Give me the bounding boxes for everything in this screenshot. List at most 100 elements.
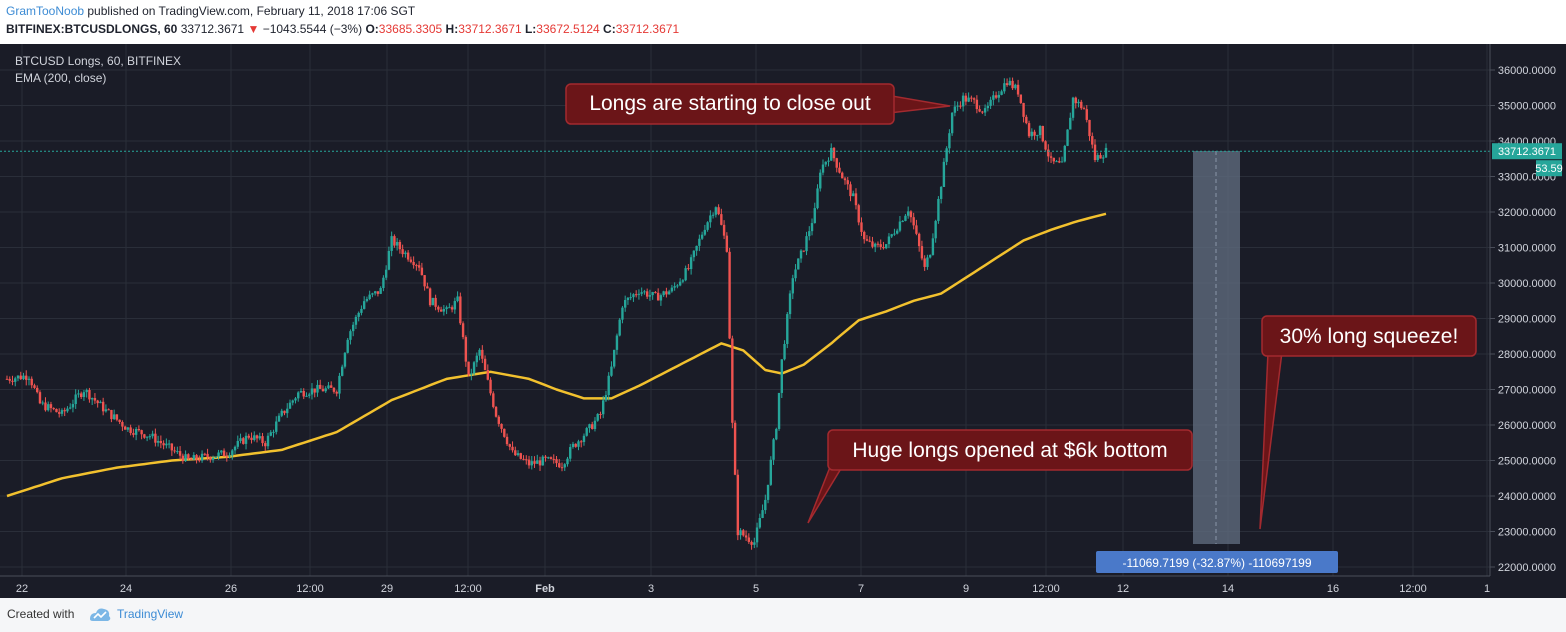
candle-body — [879, 244, 882, 247]
candle-body — [552, 458, 555, 460]
candle-body — [302, 390, 305, 397]
candle-body — [626, 297, 630, 301]
candle-body — [1069, 117, 1072, 130]
down-arrow-icon: ▼ — [247, 22, 260, 36]
candle-body — [1014, 84, 1017, 89]
candle-body — [478, 349, 481, 356]
candle-body — [406, 252, 410, 260]
measure-label-box — [1096, 551, 1338, 573]
time-axis[interactable] — [0, 576, 1566, 598]
candle-body — [536, 460, 539, 464]
callout-squeeze-text: 30% long squeeze! — [1280, 325, 1459, 348]
candle-body — [68, 407, 72, 409]
candle-body — [939, 186, 943, 199]
candle-body — [178, 451, 182, 456]
series-legend[interactable]: BTCUSD Longs, 60, BITFINEX — [15, 54, 181, 68]
candles — [5, 77, 1108, 550]
candle-body — [695, 245, 698, 251]
candle-body — [365, 299, 369, 302]
candle-body — [198, 459, 201, 461]
candle-body — [1071, 97, 1075, 118]
indicator-legend[interactable]: EMA (200, close) — [15, 71, 106, 85]
candle-body — [66, 408, 69, 412]
candle-body — [1047, 149, 1050, 157]
candle-body — [917, 233, 921, 247]
candle-body — [942, 161, 946, 187]
candle-body — [665, 291, 668, 295]
candle-body — [472, 362, 476, 374]
price-chart[interactable]: -11069.7199 (-32.87%) -110697199 Longs a… — [0, 44, 1566, 598]
candle-body — [44, 402, 47, 411]
y-tick-label: 26000.0000 — [1498, 420, 1556, 432]
callout-close-out[interactable]: Longs are starting to close out — [565, 83, 951, 125]
callout-huge-longs[interactable]: Huge longs opened at $6k bottom — [807, 429, 1193, 524]
candle-body — [104, 409, 108, 412]
candle-body — [167, 443, 171, 445]
candle-body — [316, 384, 319, 393]
candle-body — [220, 450, 223, 453]
x-tick-label: 12 — [1117, 583, 1129, 595]
candle-body — [47, 404, 50, 411]
candle-body — [514, 450, 517, 456]
candle-body — [107, 409, 110, 411]
candle-body — [667, 291, 671, 295]
candle-body — [766, 484, 770, 500]
candle-body — [398, 241, 402, 250]
candle-body — [244, 435, 248, 444]
candle-body — [181, 455, 185, 462]
y-tick-label: 23000.0000 — [1498, 527, 1556, 539]
candle-body — [923, 258, 926, 267]
candle-body — [1058, 161, 1061, 163]
candle-body — [159, 440, 163, 444]
price-axis[interactable] — [1490, 44, 1566, 576]
candle-body — [176, 451, 179, 453]
candle-body — [264, 443, 267, 447]
candle-body — [453, 301, 457, 310]
candle-body — [283, 410, 286, 414]
chart-area[interactable]: -11069.7199 (-32.87%) -110697199 Longs a… — [0, 44, 1566, 598]
candle-body — [41, 402, 44, 404]
candle-body — [571, 443, 575, 448]
candle-body — [983, 108, 987, 113]
candle-body — [308, 394, 311, 396]
candle-body — [286, 408, 289, 414]
high-label: H: — [445, 22, 459, 36]
ohlc-line: BITFINEX:BTCUSDLONGS, 60 33712.3671 ▼ −1… — [6, 22, 679, 36]
candle-body — [538, 460, 542, 466]
candle-body — [376, 291, 380, 294]
candle-body — [643, 291, 646, 293]
y-axis-ticks: 36000.000035000.000034000.000033000.0000… — [1490, 65, 1556, 574]
candle-body — [909, 211, 913, 218]
candle-body — [585, 428, 588, 436]
candle-body — [676, 285, 679, 287]
callout-squeeze[interactable]: 30% long squeeze! — [1259, 315, 1477, 530]
candle-body — [623, 300, 627, 308]
candle-body — [475, 355, 479, 363]
candle-body — [384, 269, 388, 278]
candle-body — [777, 392, 781, 429]
candle-body — [555, 459, 558, 464]
candle-body — [417, 265, 421, 268]
y-tick-label: 22000.0000 — [1498, 562, 1556, 574]
candle-body — [448, 307, 451, 309]
candle-body — [1099, 155, 1102, 159]
candle-body — [324, 388, 327, 392]
close-value: 33712.3671 — [615, 22, 680, 36]
candle-body — [30, 378, 33, 386]
candle-body — [753, 542, 756, 545]
author-link[interactable]: GramTooNoob — [6, 4, 85, 18]
tradingview-brand-link[interactable]: TradingView — [117, 607, 184, 621]
candle-body — [255, 435, 259, 439]
callout-squeeze-box — [1261, 315, 1477, 357]
candle-body — [200, 453, 204, 461]
candle-body — [703, 229, 707, 235]
x-tick-label: 9 — [963, 583, 969, 595]
y-tick-label: 31000.0000 — [1498, 243, 1556, 255]
candle-body — [670, 287, 674, 292]
y-tick-label: 29000.0000 — [1498, 314, 1556, 326]
candle-body — [162, 443, 165, 446]
candle-body — [654, 292, 657, 294]
candle-body — [211, 457, 215, 460]
candle-body — [464, 337, 468, 362]
candle-body — [761, 510, 764, 519]
